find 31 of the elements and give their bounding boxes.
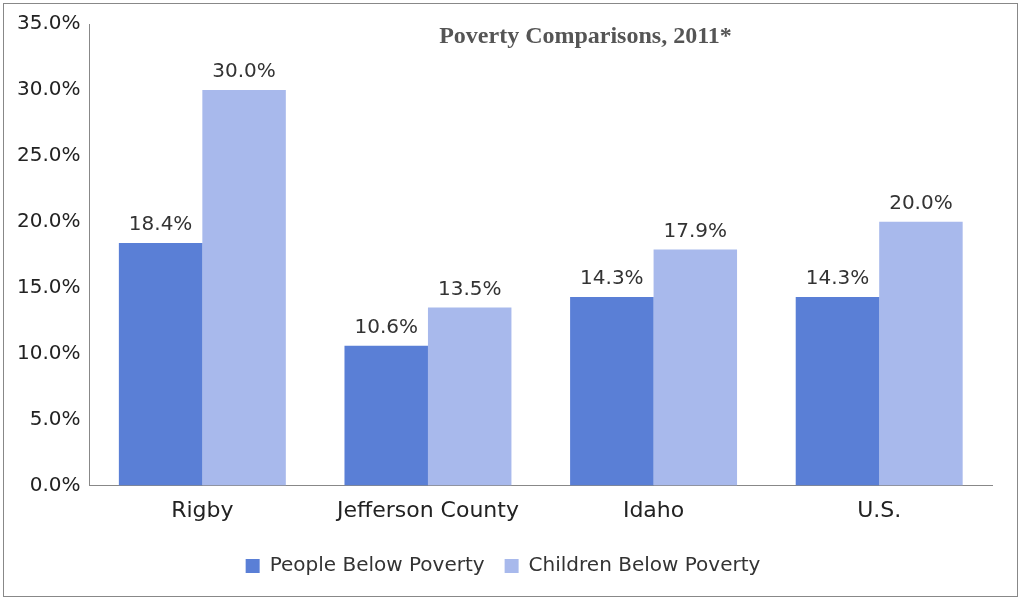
y-tick-label: 10.0% [16, 339, 81, 364]
legend-label: People Below Poverty [269, 552, 485, 577]
data-label: 18.4% [128, 211, 193, 236]
bar [427, 307, 512, 486]
y-tick-label: 15.0% [16, 273, 81, 298]
y-tick-label: 35.0% [16, 10, 81, 35]
y-tick-label: 30.0% [16, 76, 81, 101]
bar [202, 89, 286, 486]
bar [344, 345, 428, 486]
bar [118, 242, 203, 486]
y-tick-label: 5.0% [29, 405, 81, 430]
data-label: 17.9% [663, 217, 728, 242]
y-tick-label: 0.0% [29, 471, 81, 496]
x-tick-label: U.S. [857, 496, 902, 522]
data-label: 10.6% [354, 314, 418, 338]
bar [653, 249, 738, 486]
data-label: 14.3% [580, 265, 644, 290]
bar [795, 297, 880, 486]
y-tick-label: 20.0% [16, 208, 81, 233]
x-tick-label: Rigby [171, 496, 234, 522]
x-tick-label: Jefferson County [334, 496, 519, 522]
x-tick-label: Idaho [622, 496, 685, 522]
chart-title: Poverty Comparisons, 2011* [439, 22, 732, 48]
bar [879, 221, 963, 486]
legend-label: Children Below Poverty [528, 552, 761, 577]
bar [570, 297, 654, 486]
y-tick-label: 25.0% [16, 142, 81, 167]
data-label: 30.0% [212, 58, 276, 83]
data-label: 20.0% [889, 190, 953, 215]
data-label: 14.3% [805, 265, 870, 290]
data-label: 13.5% [437, 275, 502, 300]
